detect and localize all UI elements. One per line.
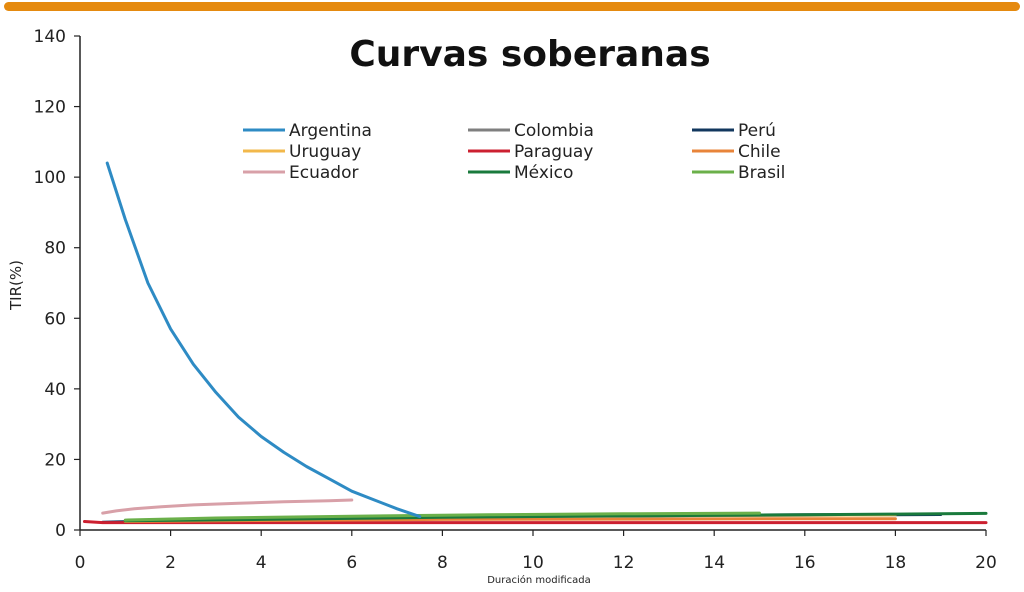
x-tick-label: 20 [975,553,997,573]
series-line-paraguay [83,520,988,525]
y-tick-label: 0 [55,521,66,541]
legend-label-paraguay: Paraguay [514,142,593,162]
series-line-argentina [105,161,422,519]
legend-label-brasil: Brasil [738,163,785,183]
x-axis-label: Duración modificada [487,574,591,586]
x-tick-label: 8 [437,553,448,573]
y-tick-label: 120 [34,98,66,118]
legend-label-ecuador: Ecuador [289,163,358,183]
x-tick-label: 10 [522,553,544,573]
y-tick-label: 20 [44,450,66,470]
x-tick-label: 14 [703,553,725,573]
x-tick-label: 0 [75,553,86,573]
x-tick-label: 4 [256,553,267,573]
legend-label-peru: Perú [738,121,776,141]
axes: 0 20 40 60 80 100 120 140 0 2 4 6 8 10 12 14 16 18 20 [34,27,997,573]
legend-label-uruguay: Uruguay [289,142,361,162]
legend-label-chile: Chile [738,142,781,162]
legend-label-argentina: Argentina [289,121,372,141]
y-tick-label: 80 [44,239,66,259]
chart-title: Curvas soberanas [349,34,710,75]
y-tick-label: 40 [44,380,66,400]
y-tick-label: 60 [44,309,66,329]
series-line-mexico [123,511,988,523]
top-accent-bar [4,2,1020,11]
y-tick-label: 100 [34,168,66,188]
x-tick-label: 18 [885,553,907,573]
x-tick-label: 12 [613,553,635,573]
x-tick-label: 6 [346,553,357,573]
x-tick-label: 2 [165,553,176,573]
y-axis-label: TIR(%) [7,260,25,311]
y-tick-label: 140 [34,27,66,47]
series-line-ecuador [101,498,354,515]
legend: Argentina Colombia Perú Uruguay Paraguay Chil… [243,121,785,183]
legend-label-mexico: México [514,163,573,183]
x-tick-label: 16 [794,553,816,573]
legend-label-colombia: Colombia [514,121,594,141]
plot-area [83,161,988,525]
